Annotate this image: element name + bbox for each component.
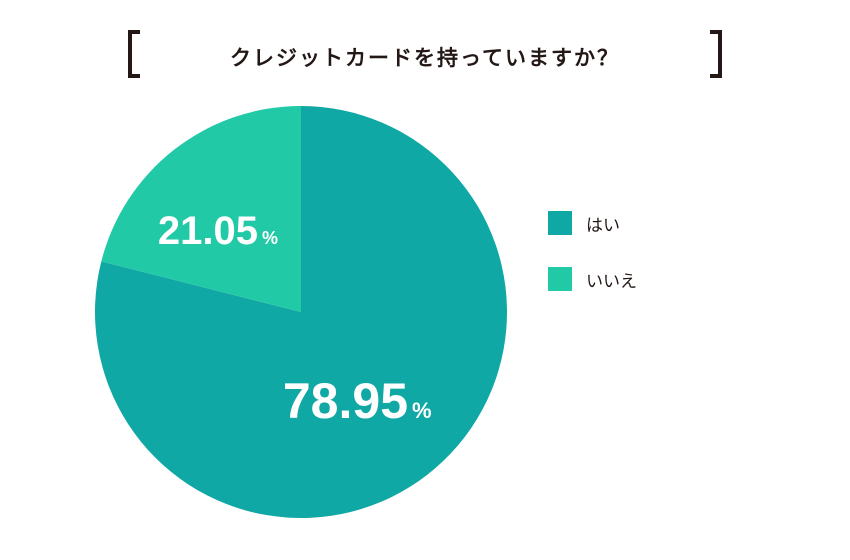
legend-swatch-no — [548, 267, 572, 291]
pie-label-yes: 78.95 — [283, 373, 408, 429]
legend-swatch-yes — [548, 211, 572, 235]
title-area: クレジットカードを持っていますか？ — [128, 30, 722, 82]
pie-slice-no — [101, 106, 301, 312]
pie-label-no-unit: % — [262, 228, 278, 248]
pie-label-no: 21.05 — [158, 209, 258, 253]
left-bracket — [128, 30, 140, 78]
pie-slice-yes — [95, 106, 508, 518]
legend-label-yes: はい — [586, 215, 620, 236]
legend: はい いいえ — [548, 210, 637, 322]
chart-title: クレジットカードを持っていますか？ — [230, 46, 620, 70]
legend-label-no: いいえ — [586, 271, 637, 292]
right-bracket — [710, 30, 722, 78]
pie-label-yes-unit: % — [412, 398, 432, 423]
legend-item-yes: はい — [548, 210, 637, 236]
legend-item-no: いいえ — [548, 266, 637, 292]
